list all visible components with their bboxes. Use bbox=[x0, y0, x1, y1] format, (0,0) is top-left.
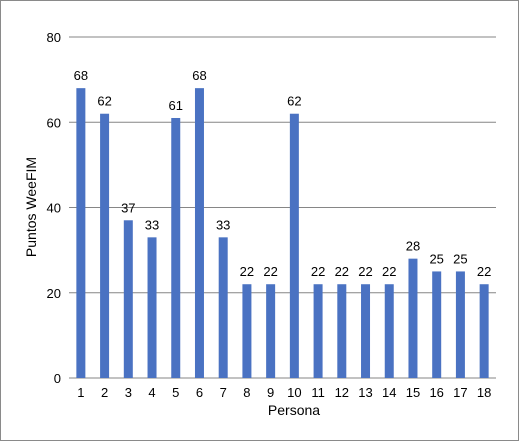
data-label: 33 bbox=[216, 217, 230, 232]
data-label: 28 bbox=[406, 239, 420, 254]
y-tick-label: 80 bbox=[47, 30, 61, 45]
data-labels: 68 62 37 33 61 68 33 22 22 62 22 22 22 22 28 25 25 22 bbox=[74, 68, 492, 279]
bar bbox=[384, 284, 394, 378]
x-tick-label: 11 bbox=[311, 385, 325, 400]
bar bbox=[76, 88, 86, 379]
y-tick-label: 20 bbox=[47, 286, 61, 301]
x-tick-label: 6 bbox=[196, 385, 203, 400]
bar bbox=[100, 113, 110, 378]
bar bbox=[147, 237, 157, 378]
data-label: 22 bbox=[335, 264, 349, 279]
y-tick-label: 0 bbox=[54, 371, 61, 386]
data-label: 68 bbox=[74, 68, 88, 83]
data-label: 62 bbox=[97, 94, 111, 109]
bar bbox=[242, 284, 252, 378]
x-tick-labels: 1 2 3 4 5 6 7 8 9 10 11 12 13 14 15 16 17 18 bbox=[77, 385, 491, 400]
data-label: 61 bbox=[169, 98, 183, 113]
bar bbox=[171, 117, 181, 379]
bar bbox=[123, 220, 133, 378]
x-tick-label: 3 bbox=[125, 385, 132, 400]
x-tick-label: 14 bbox=[382, 385, 396, 400]
y-axis-title: Puntos WeeFIM bbox=[23, 157, 39, 257]
bar bbox=[337, 284, 347, 378]
data-label: 22 bbox=[477, 264, 491, 279]
x-tick-label: 12 bbox=[335, 385, 349, 400]
x-tick-label: 17 bbox=[453, 385, 467, 400]
data-label: 22 bbox=[311, 264, 325, 279]
data-label: 25 bbox=[453, 251, 467, 266]
data-label: 22 bbox=[263, 264, 277, 279]
bar bbox=[266, 284, 276, 378]
bar bbox=[289, 113, 299, 378]
data-label: 22 bbox=[358, 264, 372, 279]
y-tick-label: 40 bbox=[47, 201, 61, 216]
x-tick-label: 10 bbox=[287, 385, 301, 400]
x-tick-label: 4 bbox=[148, 385, 155, 400]
data-label: 68 bbox=[192, 68, 206, 83]
data-label: 37 bbox=[121, 200, 135, 215]
x-tick-label: 8 bbox=[243, 385, 250, 400]
bar bbox=[432, 271, 442, 378]
x-tick-label: 9 bbox=[267, 385, 274, 400]
x-tick-label: 2 bbox=[101, 385, 108, 400]
x-tick-label: 7 bbox=[220, 385, 227, 400]
y-tick-label: 60 bbox=[47, 115, 61, 130]
x-tick-label: 16 bbox=[429, 385, 443, 400]
data-label: 22 bbox=[240, 264, 254, 279]
bar bbox=[479, 284, 489, 378]
bar bbox=[361, 284, 371, 378]
bar bbox=[455, 271, 465, 378]
x-tick-label: 18 bbox=[477, 385, 491, 400]
x-tick-label: 5 bbox=[172, 385, 179, 400]
x-axis-title: Persona bbox=[268, 402, 320, 418]
bar bbox=[218, 237, 228, 378]
y-tick-labels: 0 20 40 60 80 bbox=[47, 30, 61, 386]
data-label: 33 bbox=[145, 217, 159, 232]
gridlines bbox=[69, 36, 496, 379]
bar bbox=[313, 284, 323, 378]
x-tick-label: 1 bbox=[77, 385, 84, 400]
data-label: 25 bbox=[429, 251, 443, 266]
x-tick-label: 13 bbox=[358, 385, 372, 400]
bar bbox=[408, 258, 418, 378]
bar bbox=[194, 88, 204, 379]
bars bbox=[76, 88, 489, 379]
x-tick-label: 15 bbox=[406, 385, 420, 400]
data-label: 22 bbox=[382, 264, 396, 279]
data-label: 62 bbox=[287, 94, 301, 109]
